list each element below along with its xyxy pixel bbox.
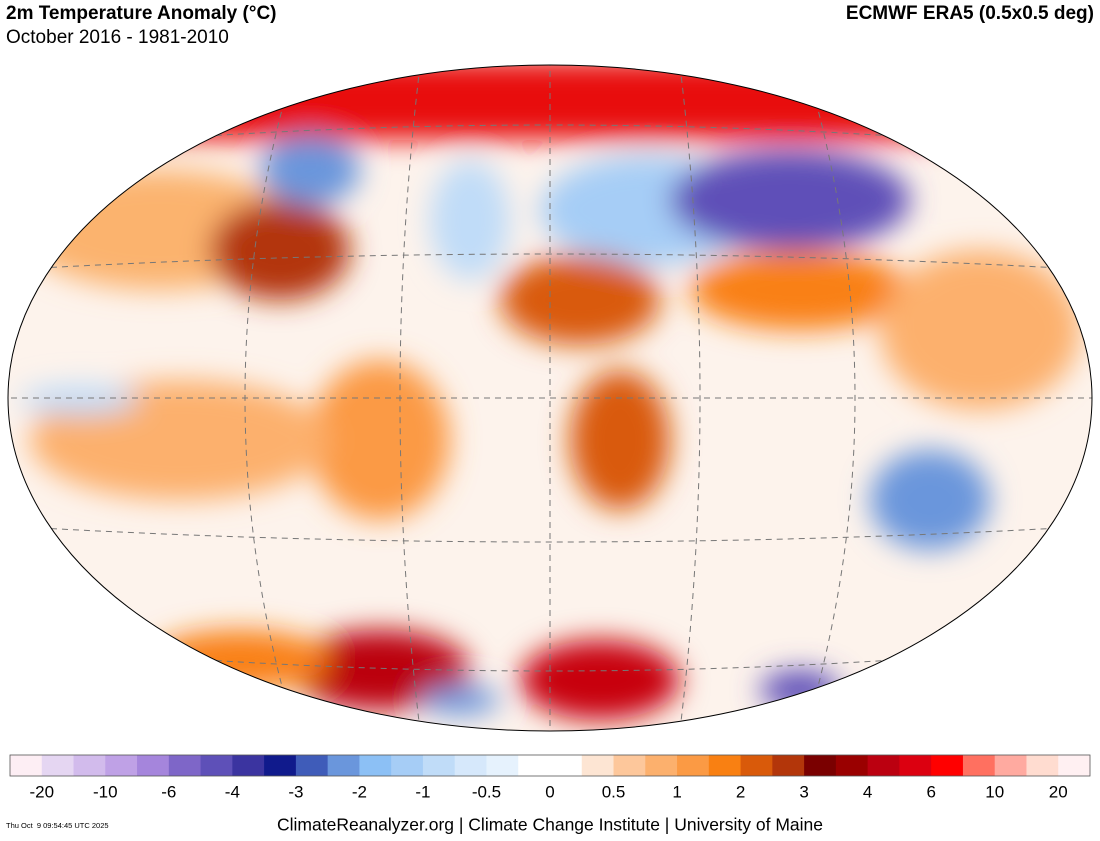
legend-swatch: [740, 755, 773, 776]
legend-tick-label: 0.5: [602, 782, 626, 801]
map: [8, 65, 1092, 731]
legend-swatch: [359, 755, 392, 776]
legend-tick-label: -1: [415, 782, 430, 801]
legend-swatch: [486, 755, 519, 776]
legend-swatch: [804, 755, 837, 776]
legend-swatch: [1026, 755, 1059, 776]
legend-tick-label: -2: [352, 782, 367, 801]
legend-tick-label: 0: [545, 782, 554, 801]
legend-swatch: [232, 755, 265, 776]
legend-tick-label: -4: [225, 782, 240, 801]
legend-swatch: [327, 755, 360, 776]
legend-tick-label: -3: [288, 782, 303, 801]
legend-swatch: [422, 755, 456, 776]
legend-swatch: [835, 755, 869, 776]
legend-tick-label: 3: [799, 782, 808, 801]
legend-swatch: [200, 755, 233, 776]
legend-swatch: [772, 755, 805, 776]
credit: ClimateReanalyzer.org | Climate Change I…: [277, 815, 823, 835]
legend-swatch: [931, 755, 964, 776]
legend-tick-label: 1: [672, 782, 681, 801]
legend-swatch: [867, 755, 900, 776]
legend-swatch: [137, 755, 170, 776]
legend-swatch: [613, 755, 646, 776]
legend-tick-label: -0.5: [472, 782, 501, 801]
legend-swatch: [295, 755, 329, 776]
legend-swatch: [454, 755, 487, 776]
legend-swatch: [391, 755, 424, 776]
dataset: ECMWF ERA5 (0.5x0.5 deg): [846, 3, 1094, 24]
legend-swatch: [41, 755, 75, 776]
legend-tick-label: -20: [29, 782, 54, 801]
timestamp: Thu Oct 9 09:54:45 UTC 2025: [6, 821, 109, 830]
legend-swatch: [168, 755, 202, 776]
legend-tick-label: 4: [863, 782, 872, 801]
legend-swatch: [708, 755, 742, 776]
legend-tick-label: -6: [161, 782, 176, 801]
legend-swatch: [10, 755, 43, 776]
title: 2m Temperature Anomaly (°C): [6, 3, 277, 24]
legend-tick-label: 2: [736, 782, 745, 801]
subtitle: October 2016 - 1981-2010: [6, 27, 229, 48]
legend-swatch: [105, 755, 138, 776]
legend-swatch: [994, 755, 1027, 776]
legend-tick-label: 20: [1049, 782, 1068, 801]
legend-tick-label: -10: [93, 782, 118, 801]
legend-swatch: [899, 755, 932, 776]
legend-tick-label: 6: [926, 782, 935, 801]
legend-tick-label: 10: [985, 782, 1004, 801]
legend-swatch: [550, 755, 583, 776]
legend-swatch: [581, 755, 615, 776]
legend-swatch: [1058, 755, 1091, 776]
color-legend: -20 -10 -6 -4 -3 -2 -1 -0.5 0 0.5 1 2 3 4 6 10 20: [10, 755, 1091, 801]
legend-swatch: [645, 755, 678, 776]
legend-swatch: [518, 755, 551, 776]
legend-swatch: [73, 755, 106, 776]
legend-swatch: [677, 755, 710, 776]
legend-swatch: [962, 755, 996, 776]
legend-swatch: [264, 755, 297, 776]
